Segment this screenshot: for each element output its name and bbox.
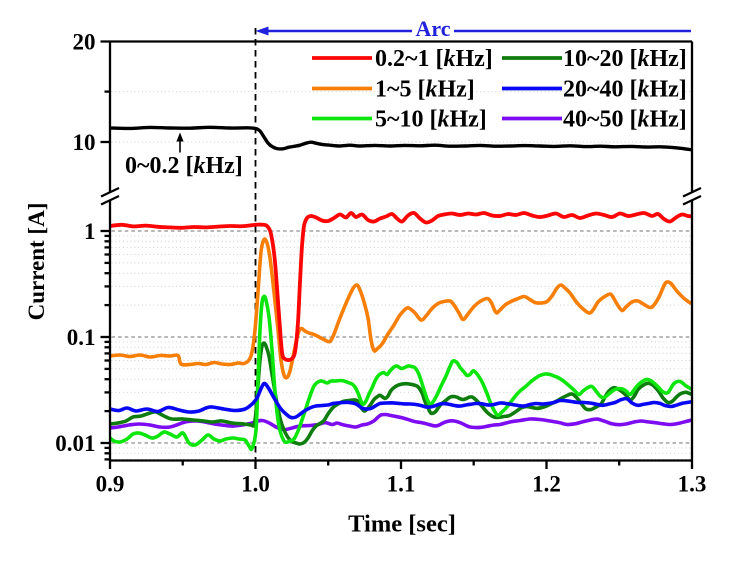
svg-text:10: 10 [73,130,96,155]
svg-text:0.01: 0.01 [55,431,95,456]
svg-text:5~10 [kHz]: 5~10 [kHz] [375,107,487,133]
svg-text:Arc: Arc [415,16,450,41]
svg-text:1.0: 1.0 [241,472,270,497]
svg-text:0~0.2 [kHz]: 0~0.2 [kHz] [125,153,243,179]
svg-text:1.2: 1.2 [532,472,561,497]
svg-text:20~40 [kHz]: 20~40 [kHz] [563,77,687,103]
svg-text:1: 1 [84,219,96,244]
svg-text:Current [A]: Current [A] [24,203,49,321]
svg-text:0.9: 0.9 [96,472,125,497]
svg-text:1.1: 1.1 [387,472,416,497]
svg-text:40~50 [kHz]: 40~50 [kHz] [563,107,687,133]
svg-text:1~5 [kHz]: 1~5 [kHz] [375,77,475,103]
svg-text:20: 20 [73,29,96,54]
svg-text:0.2~1 [kHz]: 0.2~1 [kHz] [375,46,493,72]
svg-text:Time [sec]: Time [sec] [348,511,456,538]
svg-text:0.1: 0.1 [67,325,96,350]
svg-text:1.3: 1.3 [678,472,707,497]
svg-text:10~20 [kHz]: 10~20 [kHz] [563,46,687,72]
